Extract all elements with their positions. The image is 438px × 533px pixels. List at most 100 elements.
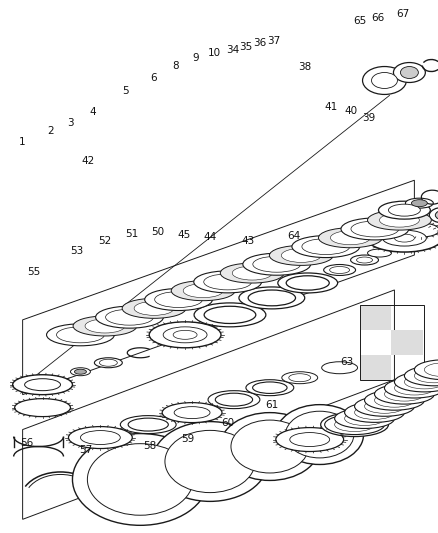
Text: 8: 8 — [172, 61, 179, 70]
Ellipse shape — [275, 405, 363, 464]
Ellipse shape — [215, 393, 252, 406]
Ellipse shape — [94, 358, 122, 368]
Text: 35: 35 — [239, 43, 252, 52]
Ellipse shape — [219, 413, 319, 480]
Text: 58: 58 — [142, 441, 156, 451]
Ellipse shape — [162, 402, 222, 423]
Ellipse shape — [74, 369, 86, 374]
Ellipse shape — [374, 384, 433, 404]
Ellipse shape — [14, 399, 71, 417]
Ellipse shape — [367, 210, 431, 230]
Ellipse shape — [344, 411, 384, 425]
Ellipse shape — [410, 200, 426, 207]
Text: 42: 42 — [81, 156, 95, 166]
Ellipse shape — [87, 443, 193, 515]
Text: 59: 59 — [181, 434, 194, 445]
Ellipse shape — [134, 301, 173, 316]
Ellipse shape — [106, 309, 153, 325]
Ellipse shape — [288, 374, 310, 382]
Ellipse shape — [424, 363, 438, 377]
Ellipse shape — [120, 416, 176, 433]
Ellipse shape — [321, 362, 357, 374]
Ellipse shape — [80, 431, 120, 445]
Ellipse shape — [394, 234, 413, 242]
Ellipse shape — [194, 303, 265, 327]
Ellipse shape — [252, 256, 300, 272]
Text: 55: 55 — [27, 267, 40, 277]
Ellipse shape — [344, 402, 403, 422]
Ellipse shape — [285, 411, 353, 458]
Ellipse shape — [354, 397, 413, 416]
Text: 37: 37 — [267, 36, 280, 46]
Ellipse shape — [230, 420, 308, 473]
Text: 45: 45 — [177, 230, 191, 240]
Ellipse shape — [193, 271, 261, 293]
Ellipse shape — [220, 263, 283, 283]
Ellipse shape — [334, 417, 374, 432]
Ellipse shape — [286, 276, 328, 290]
Ellipse shape — [367, 249, 391, 257]
Text: 40: 40 — [343, 106, 357, 116]
Ellipse shape — [72, 433, 208, 526]
Bar — [391, 330, 422, 355]
Ellipse shape — [204, 306, 255, 324]
Ellipse shape — [403, 223, 438, 237]
Ellipse shape — [428, 207, 438, 223]
Ellipse shape — [318, 228, 381, 248]
Text: 56: 56 — [20, 438, 33, 448]
Ellipse shape — [122, 298, 186, 318]
Ellipse shape — [394, 381, 433, 395]
Ellipse shape — [388, 204, 420, 216]
Ellipse shape — [371, 72, 396, 88]
Text: 57: 57 — [79, 445, 92, 455]
Ellipse shape — [403, 375, 438, 389]
Ellipse shape — [403, 366, 438, 386]
Ellipse shape — [128, 418, 168, 431]
Text: 10: 10 — [207, 48, 220, 58]
Ellipse shape — [85, 319, 125, 333]
Ellipse shape — [281, 248, 321, 262]
Ellipse shape — [384, 378, 438, 398]
Ellipse shape — [378, 213, 418, 227]
Text: 34: 34 — [226, 45, 239, 54]
Text: 63: 63 — [339, 357, 352, 367]
Ellipse shape — [68, 426, 132, 449]
Ellipse shape — [165, 430, 254, 492]
Ellipse shape — [374, 393, 413, 407]
Ellipse shape — [362, 67, 406, 94]
Ellipse shape — [356, 257, 372, 263]
Ellipse shape — [404, 198, 432, 208]
Ellipse shape — [13, 375, 72, 394]
Ellipse shape — [203, 274, 251, 290]
Text: 9: 9 — [192, 53, 198, 63]
Ellipse shape — [329, 266, 349, 273]
Text: 51: 51 — [125, 229, 138, 239]
Ellipse shape — [152, 422, 267, 502]
Ellipse shape — [392, 62, 424, 83]
Text: 66: 66 — [371, 13, 384, 23]
Ellipse shape — [171, 281, 234, 301]
Text: 1: 1 — [19, 136, 26, 147]
Ellipse shape — [46, 324, 114, 346]
Ellipse shape — [366, 224, 438, 252]
Text: 43: 43 — [241, 236, 254, 246]
Ellipse shape — [301, 239, 349, 255]
Text: 38: 38 — [297, 62, 311, 72]
Text: 6: 6 — [150, 73, 157, 83]
Ellipse shape — [173, 330, 197, 340]
Ellipse shape — [364, 390, 424, 410]
Text: 65: 65 — [352, 16, 365, 26]
Ellipse shape — [364, 399, 403, 413]
Ellipse shape — [95, 306, 163, 328]
Ellipse shape — [208, 391, 259, 409]
Text: 50: 50 — [151, 227, 163, 237]
Ellipse shape — [247, 290, 295, 306]
Text: 4: 4 — [89, 107, 95, 117]
Ellipse shape — [350, 221, 398, 237]
Text: 67: 67 — [396, 9, 409, 19]
Ellipse shape — [252, 382, 286, 393]
Bar — [359, 305, 424, 379]
Ellipse shape — [291, 236, 359, 257]
Ellipse shape — [25, 379, 60, 391]
Ellipse shape — [57, 327, 104, 343]
